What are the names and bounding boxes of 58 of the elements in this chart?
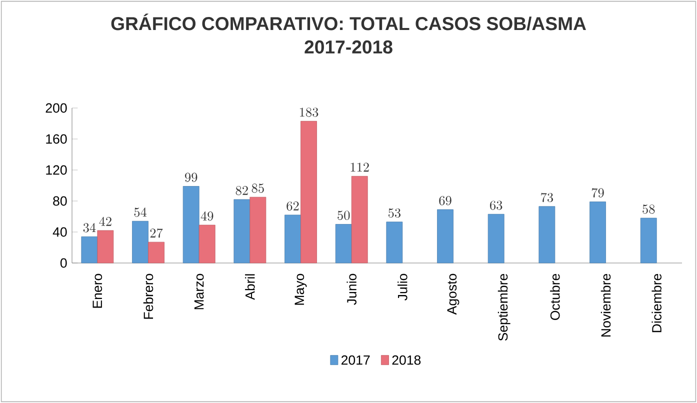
data-label: 27 — [150, 228, 163, 238]
bar — [97, 230, 114, 264]
x-tick-label: Abril — [245, 274, 255, 300]
x-tick-label: Agosto — [447, 274, 460, 315]
data-label: 54 — [134, 208, 147, 217]
bar — [437, 209, 454, 264]
bar — [284, 214, 301, 264]
bar — [640, 218, 657, 264]
data-label: 58 — [642, 204, 655, 214]
legend-label: 2018 — [392, 355, 421, 365]
bar — [148, 242, 164, 264]
bar — [351, 176, 368, 264]
legend-label: 2017 — [341, 355, 370, 365]
x-tick-label: Octubre — [550, 274, 560, 320]
data-label: 73 — [541, 192, 554, 202]
data-label: 82 — [236, 186, 248, 196]
bar — [132, 220, 148, 264]
x-tick-label: Mayo — [294, 274, 307, 305]
x-tick-label: Enero — [92, 274, 102, 308]
bar — [335, 224, 352, 264]
bar — [488, 214, 504, 264]
chart-subtitle: 2017-2018 — [304, 40, 392, 54]
y-tick-label: 160 — [46, 134, 67, 144]
data-label: 79 — [592, 188, 604, 198]
data-label: 49 — [200, 211, 214, 221]
data-label: 183 — [300, 108, 318, 117]
data-label: 69 — [439, 196, 452, 206]
chart-title: GRÁFICO COMPARATIVO: TOTAL CASOS SOB/ASMA — [111, 14, 586, 30]
bar — [182, 186, 200, 264]
x-tick-label: Marzo — [194, 274, 204, 310]
bar — [300, 120, 317, 264]
data-label: 53 — [388, 208, 401, 218]
data-label: 50 — [338, 210, 350, 220]
y-tick-label: 80 — [53, 196, 67, 206]
x-tick-label: Diciembre — [652, 274, 662, 332]
y-tick-label: 0 — [60, 258, 67, 268]
bar — [386, 222, 403, 264]
data-label: 85 — [252, 184, 264, 193]
bar — [538, 206, 556, 264]
y-tick-label: 40 — [52, 227, 67, 237]
bar — [250, 196, 266, 264]
x-tick-label: Noviembre — [600, 274, 611, 337]
bar — [590, 202, 606, 264]
data-label: 63 — [490, 200, 502, 210]
bar — [234, 199, 250, 264]
x-tick-label: Julio — [398, 274, 408, 300]
data-label: 42 — [99, 216, 112, 226]
x-tick-label: Febrero — [143, 274, 154, 319]
x-tick-label: Junio — [346, 274, 356, 305]
data-label: 34 — [83, 223, 96, 232]
data-label: 99 — [185, 172, 198, 182]
bar — [81, 236, 98, 264]
x-tick-label: Septiembre — [498, 274, 510, 341]
y-tick-label: 120 — [46, 165, 67, 175]
y-tick-label: 200 — [46, 103, 67, 113]
bar — [198, 224, 216, 264]
data-label: 62 — [286, 201, 299, 211]
data-label: 112 — [350, 162, 369, 172]
